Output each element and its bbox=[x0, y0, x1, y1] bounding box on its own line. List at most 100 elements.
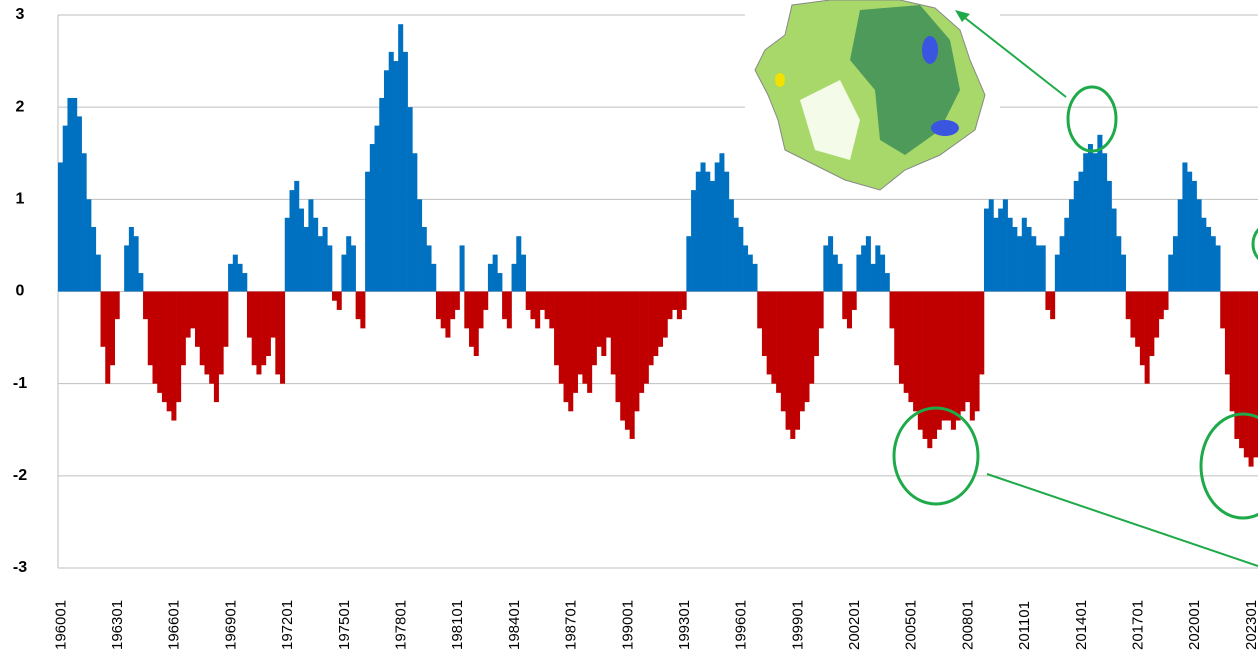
bar bbox=[1111, 208, 1117, 292]
bar bbox=[95, 254, 101, 292]
x-tick-label: 201101 bbox=[1016, 601, 1033, 650]
bar bbox=[861, 245, 867, 292]
bar bbox=[979, 291, 985, 375]
bar bbox=[388, 51, 394, 292]
bar bbox=[799, 291, 805, 412]
bar bbox=[223, 291, 229, 347]
bar bbox=[804, 291, 810, 403]
bar bbox=[1201, 217, 1207, 292]
bar bbox=[242, 273, 248, 292]
bar bbox=[1239, 291, 1245, 449]
bar bbox=[469, 291, 475, 347]
bar bbox=[842, 291, 848, 320]
bar bbox=[955, 291, 961, 421]
bar bbox=[487, 263, 493, 292]
bar bbox=[582, 291, 588, 384]
bar bbox=[922, 291, 928, 439]
bar bbox=[265, 291, 271, 357]
bar bbox=[1059, 236, 1065, 292]
bar bbox=[58, 162, 64, 292]
bar bbox=[676, 291, 682, 320]
bar bbox=[1078, 171, 1084, 292]
bar bbox=[114, 291, 120, 320]
bar bbox=[147, 291, 153, 366]
bar bbox=[634, 291, 640, 412]
bar bbox=[440, 291, 446, 329]
bar bbox=[199, 291, 205, 366]
x-tick-label: 202001 bbox=[1186, 600, 1203, 650]
bar bbox=[152, 291, 158, 384]
bar bbox=[1172, 236, 1178, 292]
bar bbox=[1002, 199, 1008, 292]
bar bbox=[412, 153, 418, 292]
bar bbox=[818, 291, 824, 329]
bar bbox=[86, 199, 92, 292]
bar bbox=[1040, 245, 1046, 292]
bar bbox=[554, 291, 560, 366]
bar bbox=[275, 291, 281, 375]
y-tick-label: -2 bbox=[13, 467, 27, 484]
bar bbox=[327, 245, 333, 292]
bar bbox=[1097, 134, 1103, 292]
bar bbox=[1017, 236, 1023, 292]
bar bbox=[639, 291, 645, 393]
bar bbox=[407, 107, 413, 292]
bar bbox=[506, 291, 512, 329]
bar bbox=[535, 291, 541, 329]
x-tick-label: 199001 bbox=[619, 600, 636, 650]
bar bbox=[483, 291, 489, 310]
bar bbox=[251, 291, 257, 366]
bar bbox=[610, 291, 616, 375]
bar bbox=[965, 291, 971, 403]
bar bbox=[138, 273, 144, 292]
bar bbox=[246, 291, 253, 338]
bar bbox=[577, 291, 583, 375]
bar bbox=[941, 291, 947, 421]
bar bbox=[658, 291, 664, 347]
bar bbox=[1215, 245, 1221, 292]
bar bbox=[785, 291, 791, 430]
bar bbox=[298, 208, 304, 292]
x-tick-label: 197801 bbox=[392, 600, 409, 650]
bar bbox=[1012, 226, 1018, 292]
bar bbox=[303, 226, 309, 292]
bar bbox=[988, 199, 994, 292]
bar bbox=[374, 125, 380, 292]
bar bbox=[974, 291, 980, 412]
bar bbox=[606, 291, 612, 338]
bar bbox=[530, 291, 536, 320]
y-tick-label: 2 bbox=[16, 98, 25, 115]
bar bbox=[402, 51, 408, 292]
annotations bbox=[745, 0, 1258, 567]
bar bbox=[81, 153, 87, 292]
bar bbox=[813, 291, 819, 357]
bar bbox=[520, 254, 527, 292]
bar bbox=[950, 291, 956, 430]
bar bbox=[1021, 217, 1027, 292]
bar bbox=[128, 226, 134, 292]
map-region bbox=[922, 36, 938, 64]
bar bbox=[705, 171, 711, 292]
bar bbox=[502, 291, 508, 320]
arrow bbox=[986, 473, 1258, 567]
bar bbox=[615, 291, 621, 403]
bar bbox=[209, 291, 215, 384]
bar bbox=[917, 291, 923, 430]
bar bbox=[828, 236, 834, 292]
bar bbox=[289, 190, 295, 292]
bar bbox=[766, 291, 772, 375]
bar bbox=[1229, 291, 1235, 412]
bar bbox=[492, 254, 498, 292]
bar bbox=[1149, 291, 1155, 357]
bar bbox=[686, 236, 692, 292]
bar bbox=[76, 116, 82, 292]
x-tick-label: 196601 bbox=[166, 600, 183, 650]
bar bbox=[601, 291, 607, 357]
x-tick-label: 201401 bbox=[1073, 600, 1090, 650]
bar bbox=[1243, 291, 1249, 458]
bar bbox=[1130, 291, 1136, 338]
bar bbox=[143, 291, 149, 320]
bar bbox=[865, 236, 871, 292]
bar bbox=[790, 291, 796, 439]
